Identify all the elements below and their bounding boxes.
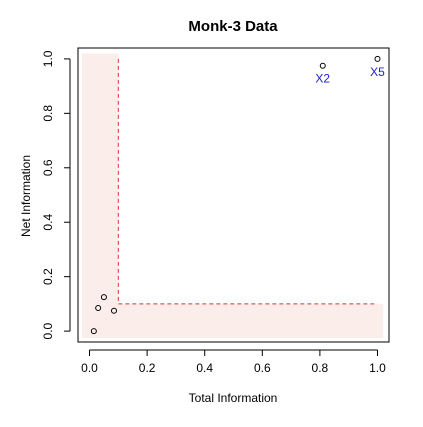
x-tick-label-1: 0.2 [139,361,156,375]
x-tick-label-2: 0.4 [196,361,213,375]
y-tick-label-2: 0.4 [41,214,55,231]
data-point-3 [100,294,107,301]
plot-frame [77,47,390,343]
shaded-region-horizontal [118,303,384,338]
x-tick-label-3: 0.6 [254,361,271,375]
x-axis-label: Total Information [189,391,278,405]
y-tick-label-0: 0.0 [41,322,55,339]
y-tick-label-1: 0.2 [41,268,55,285]
axes: 0.0 0.2 0.4 0.6 0.8 1.0 0.0 0.2 0.4 0.6 0.8 1.0 [41,47,390,375]
x-tick-label-5: 1.0 [369,361,386,375]
data-point-2 [95,304,102,311]
x-tick-label-4: 0.8 [312,361,329,375]
data-point-4 [110,307,117,314]
data-point-5 [319,62,326,69]
x-tick-label-0: 0.0 [81,361,98,375]
point-label-x2: X2 [315,72,330,86]
threshold-lines [117,58,378,305]
shaded-region-vertical [82,53,119,338]
y-tick-label-3: 0.6 [41,159,55,176]
data-point-1 [90,328,97,335]
point-label-x5: X5 [370,65,385,79]
y-axis-label: Net Information [19,155,33,237]
shaded-regions [82,53,384,338]
data-points: X2 X5 [90,55,385,335]
y-tick-label-5: 1.0 [41,50,55,67]
data-point-6 [374,55,381,62]
y-tick-label-4: 0.8 [41,105,55,122]
chart-title: Monk-3 Data [188,18,278,35]
